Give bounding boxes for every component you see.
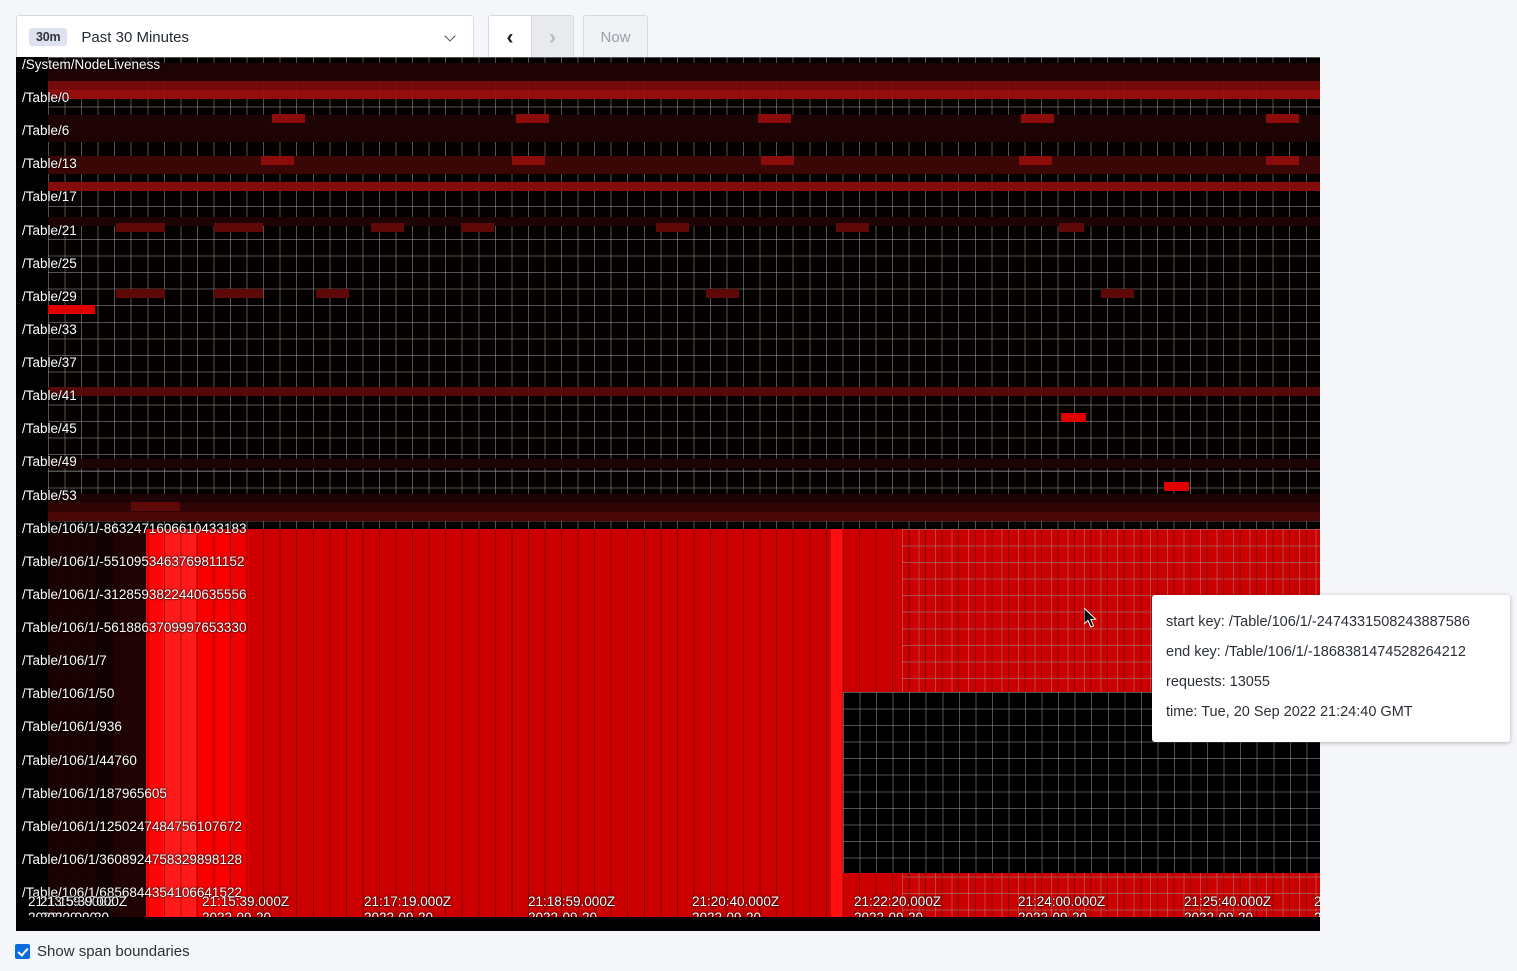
chevron-left-icon: ‹ [506,25,514,49]
heatmap-row-band [48,124,1320,133]
heatmap-cell [512,156,545,165]
heatmap-bright-column [146,529,163,931]
heatmap-cell [1266,114,1299,123]
heatmap-cell [1101,289,1134,298]
heatmap-tooltip: start key: /Table/106/1/-247433150824388… [1152,595,1510,742]
heatmap-cell [1061,413,1086,422]
heatmap-cell [706,289,739,298]
time-nav-group: ‹ › [488,15,574,61]
heatmap-cold-column [48,529,96,931]
heatmap-cell [214,223,263,232]
heatmap-row-band [48,387,1320,396]
heatmap-row-band [48,165,1320,174]
heatmap-row-band [48,459,1320,468]
heatmap-bright-column [229,529,249,931]
previous-range-button[interactable]: ‹ [489,16,531,58]
heatmap-cold-column [96,529,113,931]
plot-left-gutter [16,57,48,529]
heatmap-row-band [48,217,1320,226]
heatmap-row-band [48,156,1320,165]
chevron-down-icon [445,31,457,43]
heatmap-row-band [48,503,1320,512]
heatmap-row-band [48,133,1320,142]
heatmap-row-band [48,512,1320,521]
heatmap-cell [48,305,95,314]
heatmap-row-band [48,115,1320,124]
range-duration-badge: 30m [29,27,68,47]
heatmap-cell [116,223,165,232]
heatmap-cell [116,289,165,298]
heatmap-cell [272,114,305,123]
heatmap-row-band [48,81,1320,90]
x-axis-footer-bar [16,917,1320,931]
heatmap-cell [1021,114,1054,123]
heatmap-row-band [48,72,1320,81]
heatmap-cell [461,223,494,232]
heatmap-bright-column [163,529,196,931]
heatmap-cell [1059,223,1084,232]
heatmap-cell [836,223,869,232]
heatmap-row-band [48,90,1320,99]
heatmap-lower-region [16,529,1320,931]
heatmap-cell [758,114,791,123]
now-button[interactable]: Now [583,15,648,59]
heatmap-row-band [48,63,1320,72]
heatmap-cold-column [113,529,146,931]
tooltip-start-key: start key: /Table/106/1/-247433150824388… [1166,614,1470,630]
heatmap-cell [316,289,349,298]
heatmap-cell [214,289,263,298]
heatmap-cell [371,223,404,232]
show-span-boundaries-label[interactable]: Show span boundaries [37,942,190,960]
time-range-toolbar: 30m Past 30 Minutes ‹ › Now [0,0,1517,61]
heatmap-cell [261,156,294,165]
heatmap-cell [131,502,180,511]
heatmap-row-band [48,494,1320,503]
tooltip-requests: requests: 13055 [1166,674,1270,691]
range-label: Past 30 Minutes [81,28,189,46]
time-range-dropdown[interactable]: 30m Past 30 Minutes [16,15,474,59]
heatmap-cell [656,223,689,232]
tooltip-time: time: Tue, 20 Sep 2022 21:24:40 GMT [1166,704,1413,721]
next-range-button[interactable]: › [531,16,573,58]
chart-footer: Show span boundaries [0,931,1517,971]
tooltip-end-key: end key: /Table/106/1/-18683814745282642… [1166,644,1466,661]
heatmap-cell [516,114,549,123]
chevron-right-icon: › [549,25,556,49]
show-span-boundaries-checkbox[interactable] [15,943,30,959]
heatmap-plot-area[interactable]: /System/NodeLiveness /Table/0 /Table/6 /… [16,57,1320,931]
heatmap-bright-column [831,529,843,931]
heatmap-cell [1266,156,1299,165]
heatmap-cell [761,156,794,165]
heatmap-cell [1019,156,1052,165]
heatmap-cell [1164,482,1189,491]
heatmap-row-band [48,182,1320,191]
heatmap-bright-column [196,529,229,931]
range-heatmap-chart[interactable]: /System/NodeLiveness /Table/0 /Table/6 /… [16,57,1320,931]
